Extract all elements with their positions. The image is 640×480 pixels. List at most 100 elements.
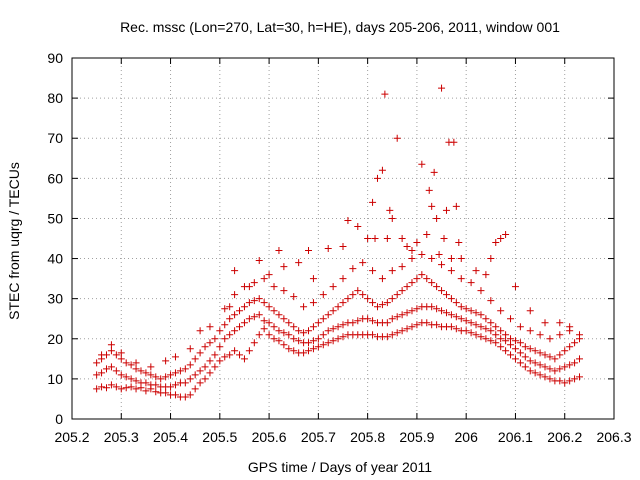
x-tick-label: 205.8 (350, 429, 385, 445)
data-point (265, 303, 273, 311)
x-tick-label: 206.3 (596, 429, 631, 445)
data-point (502, 347, 510, 355)
data-point (221, 321, 229, 329)
data-point (167, 383, 175, 391)
data-point (467, 329, 475, 337)
data-point (260, 317, 268, 325)
data-point (226, 351, 234, 359)
data-point (551, 367, 559, 375)
data-point (487, 319, 495, 327)
data-point (167, 371, 175, 379)
data-point (561, 379, 569, 387)
data-point (487, 337, 495, 345)
data-point (117, 371, 125, 379)
data-point (280, 263, 288, 271)
data-point (186, 361, 194, 369)
data-point (339, 333, 347, 341)
data-point (309, 323, 317, 331)
data-point (447, 255, 455, 263)
data-point (502, 230, 510, 238)
data-point (566, 377, 574, 385)
y-tick-label: 50 (47, 210, 63, 226)
data-point (472, 309, 480, 317)
data-point (255, 257, 263, 265)
y-tick-label: 60 (47, 170, 63, 186)
data-point (408, 279, 416, 287)
data-point (250, 339, 258, 347)
data-point (428, 202, 436, 210)
data-point (398, 311, 406, 319)
data-point (334, 323, 342, 331)
data-point (127, 383, 135, 391)
data-point (339, 321, 347, 329)
data-point (265, 319, 273, 327)
data-point (324, 245, 332, 253)
data-point (240, 355, 248, 363)
x-tick-label: 205.2 (54, 429, 89, 445)
data-point (359, 259, 367, 267)
data-point (457, 255, 465, 263)
data-point (319, 341, 327, 349)
data-point (334, 303, 342, 311)
data-point (386, 206, 394, 214)
data-point (122, 359, 130, 367)
chart-title: Rec. mssc (Lon=270, Lat=30, h=HE), days … (120, 19, 560, 35)
data-point (270, 335, 278, 343)
y-tick-label: 70 (47, 130, 63, 146)
data-point (305, 347, 313, 355)
data-point (265, 331, 273, 339)
data-point (388, 214, 396, 222)
data-point (255, 295, 263, 303)
data-point (447, 311, 455, 319)
data-point (132, 365, 140, 373)
data-point (526, 367, 534, 375)
data-point (482, 325, 490, 333)
data-point (107, 363, 115, 371)
data-point (457, 275, 465, 283)
data-point (339, 275, 347, 283)
data-point (152, 381, 160, 389)
data-point (285, 345, 293, 353)
data-point (531, 359, 539, 367)
data-point (157, 375, 165, 383)
data-point (438, 307, 446, 315)
data-point (122, 373, 130, 381)
data-point (309, 345, 317, 353)
data-point (98, 351, 106, 359)
data-point (462, 305, 470, 313)
data-point (309, 337, 317, 345)
data-point (487, 255, 495, 263)
data-point (364, 235, 372, 242)
data-point (226, 315, 234, 323)
data-point (280, 329, 288, 337)
data-point (477, 323, 485, 331)
data-point (477, 311, 485, 319)
data-point (171, 381, 179, 389)
y-tick-label: 40 (47, 251, 63, 267)
data-point (442, 206, 450, 214)
data-point (546, 375, 554, 383)
data-point (270, 283, 278, 291)
data-point (371, 235, 379, 242)
data-point (556, 377, 564, 385)
data-point (482, 315, 490, 323)
data-point (132, 385, 140, 393)
data-point (521, 353, 529, 361)
data-point (329, 283, 337, 291)
data-point (196, 327, 204, 335)
data-point (117, 385, 125, 393)
data-point (93, 385, 101, 393)
data-point (516, 359, 524, 367)
data-point (280, 315, 288, 323)
data-point (428, 255, 436, 263)
data-point (531, 347, 539, 355)
data-point (423, 230, 431, 238)
data-point (245, 347, 253, 355)
data-point (206, 339, 214, 347)
data-point (206, 369, 214, 377)
data-point (231, 267, 239, 275)
x-tick-label: 205.5 (202, 429, 237, 445)
x-tick-label: 206.1 (498, 429, 533, 445)
